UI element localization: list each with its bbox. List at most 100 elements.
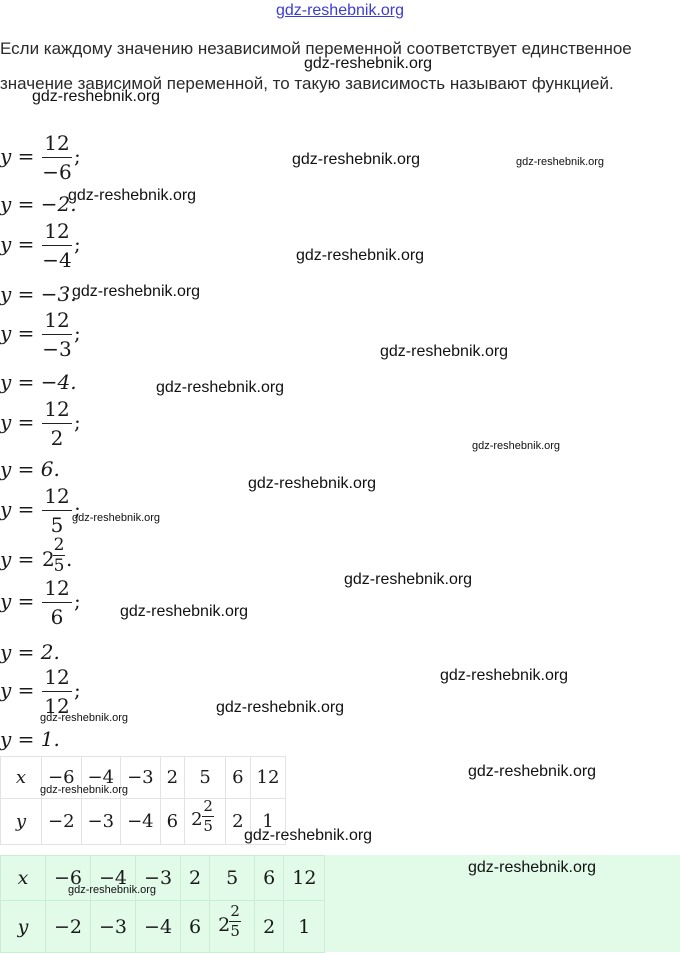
header-watermark-link[interactable]: gdz-reshebnik.org <box>275 2 405 19</box>
fraction-denominator: −4 <box>42 248 72 272</box>
table-cell: −3 <box>90 900 137 953</box>
watermark-text: gdz-reshebnik.org <box>72 512 161 524</box>
equation-punct: ; <box>74 410 81 434</box>
table-cell: 6 <box>180 900 211 953</box>
watermark-text: gdz-reshebnik.org <box>440 667 569 684</box>
equation-lhs: y = <box>0 144 35 168</box>
table-cell: −6 <box>41 756 82 799</box>
fraction-denominator: 5 <box>50 513 64 537</box>
equation-lhs: y = <box>0 678 35 702</box>
mixed-numerator: 2 <box>203 797 213 815</box>
table-cell: 2 <box>180 855 211 901</box>
equation-result: y = −4. <box>0 370 77 394</box>
table-cell: −3 <box>80 798 122 845</box>
mixed-whole: 2 <box>218 914 231 936</box>
mixed-whole: 2 <box>191 809 203 830</box>
watermark-text: gdz-reshebnik.org <box>40 784 129 796</box>
table-cell: 1 <box>249 798 287 845</box>
equation-result: y = 6. <box>0 457 60 481</box>
table-cell: 5 <box>209 855 256 901</box>
watermark-text: gdz-reshebnik.org <box>156 379 285 396</box>
watermark-text: gdz-reshebnik.org <box>468 859 597 876</box>
table-header-x: x <box>0 855 46 901</box>
table-row: x −6 −4 −3 2 5 6 12 <box>0 855 326 901</box>
fraction-denominator: 12 <box>44 694 70 718</box>
mixed-numerator: 2 <box>230 902 240 920</box>
table-cell: 2 <box>254 900 285 953</box>
equation-punct: ; <box>74 497 81 521</box>
fraction-numerator: 12 <box>44 308 70 332</box>
watermark-text: gdz-reshebnik.org <box>248 475 377 492</box>
watermark-text: gdz-reshebnik.org <box>296 247 425 264</box>
table-cell: −2 <box>41 798 82 845</box>
equation-result: y = 2. <box>0 640 60 664</box>
mixed-denominator: 5 <box>53 556 65 576</box>
table-cell: −4 <box>90 855 137 901</box>
table-row: x −6 −4 −3 2 5 6 12 <box>0 756 287 799</box>
watermark-text: gdz-reshebnik.org <box>468 763 597 780</box>
table-header-x: x <box>0 756 42 799</box>
equation-punct: ; <box>74 321 81 345</box>
mixed-whole: 2 <box>42 547 55 571</box>
equation-lhs: y = <box>0 497 35 521</box>
equation-lhs: y = <box>0 321 35 345</box>
table-cell: 12 <box>249 756 287 799</box>
fraction-denominator: 6 <box>50 605 64 629</box>
equation-punct: ; <box>74 678 81 702</box>
mixed-numerator: 2 <box>53 535 65 555</box>
equation-punct: ; <box>74 589 81 613</box>
mixed-denominator: 5 <box>230 922 240 940</box>
table-header-y: y <box>0 798 42 845</box>
watermark-text: gdz-reshebnik.org <box>216 699 345 716</box>
table-cell: 6 <box>159 798 186 845</box>
table-cell: 6 <box>225 756 251 799</box>
watermark-text: gdz-reshebnik.org <box>472 440 561 452</box>
watermark-text: gdz-reshebnik.org <box>344 571 473 588</box>
watermark-text: gdz-reshebnik.org <box>72 283 201 300</box>
table-cell: −2 <box>44 900 92 953</box>
fraction-numerator: 12 <box>44 397 70 421</box>
watermark-text: gdz-reshebnik.org <box>292 151 421 168</box>
watermark-text: gdz-reshebnik.org <box>304 55 433 72</box>
watermark-text: gdz-reshebnik.org <box>68 884 157 896</box>
table-cell: 2 <box>159 756 186 799</box>
fraction-numerator: 12 <box>44 131 70 155</box>
table-cell: −3 <box>120 756 161 799</box>
equation-punct: ; <box>74 232 81 256</box>
equation-result: y = −2. <box>0 192 77 216</box>
mixed-denominator: 5 <box>203 817 213 835</box>
fraction-denominator: 2 <box>50 426 64 450</box>
watermark-text: gdz-reshebnik.org <box>516 156 605 168</box>
table-cell: −4 <box>120 798 161 845</box>
definition-text: Если каждому значению независимой переме… <box>0 39 632 93</box>
equation-lhs: y = <box>0 410 35 434</box>
table-cell: 2 <box>225 798 251 845</box>
equation-lhs: y = <box>0 547 35 571</box>
table-cell: 1 <box>283 900 326 953</box>
equation-lhs: y = <box>0 589 35 613</box>
equation-result: y = −3. <box>0 282 77 306</box>
watermark-text: gdz-reshebnik.org <box>244 827 373 844</box>
table-cell: −6 <box>44 855 92 901</box>
table-cell: 12 <box>283 855 326 901</box>
table-cell: 6 <box>254 855 285 901</box>
watermark-text: gdz-reshebnik.org <box>32 88 161 105</box>
equation-lhs: y = <box>0 232 35 256</box>
equation-result: y = 1. <box>0 727 60 751</box>
table-header-y: y <box>0 900 46 953</box>
table-cell: −3 <box>135 855 182 901</box>
fraction-numerator: 12 <box>44 219 70 243</box>
fraction-numerator: 12 <box>44 576 70 600</box>
watermark-text: gdz-reshebnik.org <box>380 343 509 360</box>
equation-punct: ; <box>74 144 81 168</box>
fraction-denominator: −6 <box>42 160 72 184</box>
fraction-denominator: −3 <box>42 337 72 361</box>
fraction-numerator: 12 <box>44 665 70 689</box>
